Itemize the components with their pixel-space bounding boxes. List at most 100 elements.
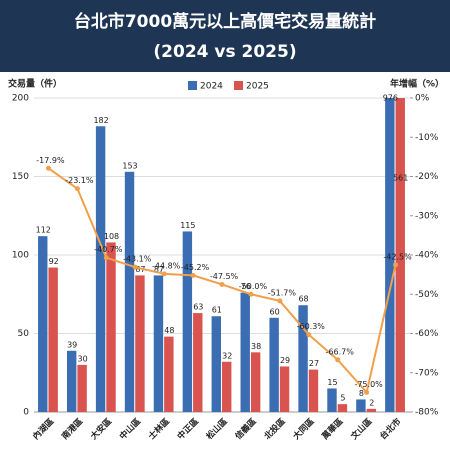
bar [182, 231, 193, 412]
y2-tick-label: -30% [415, 211, 439, 221]
legend-label: 2024 [200, 82, 223, 92]
bar [327, 388, 337, 412]
growth-label: -45.2% [181, 263, 210, 272]
growth-point [393, 262, 399, 268]
growth-point [248, 291, 254, 297]
y-tick-label: 200 [12, 94, 29, 104]
growth-label: -50.0% [239, 282, 268, 291]
x-tick-label: 萬華區 [320, 416, 346, 442]
bar-value-label: 39 [67, 340, 77, 349]
y2-tick-label: -10% [415, 133, 439, 143]
x-tick-label: 中正區 [175, 416, 201, 442]
growth-point [335, 357, 341, 363]
growth-point [132, 264, 138, 270]
bar [298, 305, 308, 412]
growth-point [161, 271, 167, 277]
bar-value-label: 2 [369, 398, 374, 407]
bar [48, 267, 58, 412]
y2-tick-label: -40% [415, 251, 439, 261]
chart-subtitle: (2024 vs 2025) [153, 42, 296, 62]
bar [66, 350, 77, 412]
y2-tick-label: -60% [415, 329, 439, 339]
x-tick-label: 大同區 [291, 416, 317, 442]
growth-point [277, 298, 283, 304]
x-tick-label: 文山區 [349, 416, 375, 442]
plot-area [38, 98, 405, 412]
bar-value-label: 60 [270, 307, 280, 316]
x-tick-label: 北投區 [262, 416, 288, 442]
bar-value-label: 63 [193, 303, 203, 312]
growth-label: -40.7% [94, 245, 123, 254]
bar [250, 352, 261, 412]
bar-value-label: 27 [309, 359, 319, 368]
bar-value-label: 76 [241, 282, 251, 291]
bar [222, 361, 232, 412]
y-tick-label: 50 [18, 329, 30, 339]
growth-label: -17.9% [36, 156, 65, 165]
bar-value-label: 153 [122, 161, 137, 170]
y2-tick-label: -80% [415, 408, 439, 418]
growth-point [103, 255, 109, 261]
bar-value-label: 108 [104, 232, 119, 241]
growth-point [219, 281, 225, 287]
y2-tick-label: -50% [415, 290, 439, 300]
y-tick-label: 150 [12, 172, 29, 182]
bar [153, 275, 164, 412]
growth-label: -43.1% [123, 255, 152, 264]
bar [395, 98, 405, 412]
bar-value-label: 115 [180, 221, 195, 230]
legend-swatch [234, 81, 243, 90]
x-tick-label: 信義區 [233, 416, 259, 442]
growth-label: -42.5% [383, 252, 412, 261]
bar [106, 242, 116, 412]
growth-point [190, 272, 196, 278]
bar-value-label: 8 [359, 389, 364, 398]
bar [95, 126, 106, 412]
y2-tick-label: -70% [415, 368, 439, 378]
bar-value-label: 30 [77, 354, 87, 363]
bar-value-label: 68 [298, 295, 308, 304]
bar-value-label: 61 [212, 306, 222, 315]
bar-value-label: 29 [280, 356, 290, 365]
bar-value-label: 15 [327, 378, 337, 387]
growth-point [364, 389, 370, 395]
y-tick-label: 0 [23, 408, 29, 418]
growth-label: -66.7% [326, 347, 355, 356]
bar [308, 369, 319, 412]
y-axis-title: 交易量（件） [8, 78, 62, 90]
bar-value-label: 87 [135, 265, 145, 274]
growth-label: -60.3% [297, 322, 326, 331]
bar [240, 292, 250, 412]
legend-label: 2025 [246, 82, 269, 92]
x-tick-label: 南港區 [59, 416, 85, 442]
bar-value-label: 5 [340, 394, 345, 403]
bar-value-label: 48 [164, 326, 174, 335]
chart-title: 台北市7000萬元以上高價宅交易量統計 [74, 11, 376, 32]
x-tick-label: 中山區 [117, 416, 143, 442]
bar-value-label: 38 [251, 342, 261, 351]
bar-value-label: 561 [393, 174, 408, 183]
bar [124, 171, 135, 412]
bar [77, 364, 87, 412]
bar [337, 404, 348, 412]
bar [356, 399, 366, 412]
bar-value-label: 976 [383, 94, 398, 103]
bar-value-label: 92 [49, 257, 59, 266]
x-tick-label: 大安區 [88, 416, 114, 442]
bar [279, 366, 290, 412]
bar-value-label: 182 [93, 116, 108, 125]
bar-value-label: 32 [222, 351, 232, 360]
x-tick-label: 士林區 [146, 416, 172, 442]
growth-point [74, 186, 80, 192]
x-tick-label: 台北市 [378, 416, 404, 442]
growth-label: -23.1% [65, 176, 94, 185]
growth-point [45, 165, 51, 171]
title-banner [0, 0, 450, 72]
legend-swatch [188, 81, 197, 90]
bar [269, 317, 279, 412]
bar-value-label: 87 [154, 265, 164, 274]
growth-label: -51.7% [268, 288, 297, 297]
bar [366, 408, 377, 412]
bar [135, 275, 145, 412]
